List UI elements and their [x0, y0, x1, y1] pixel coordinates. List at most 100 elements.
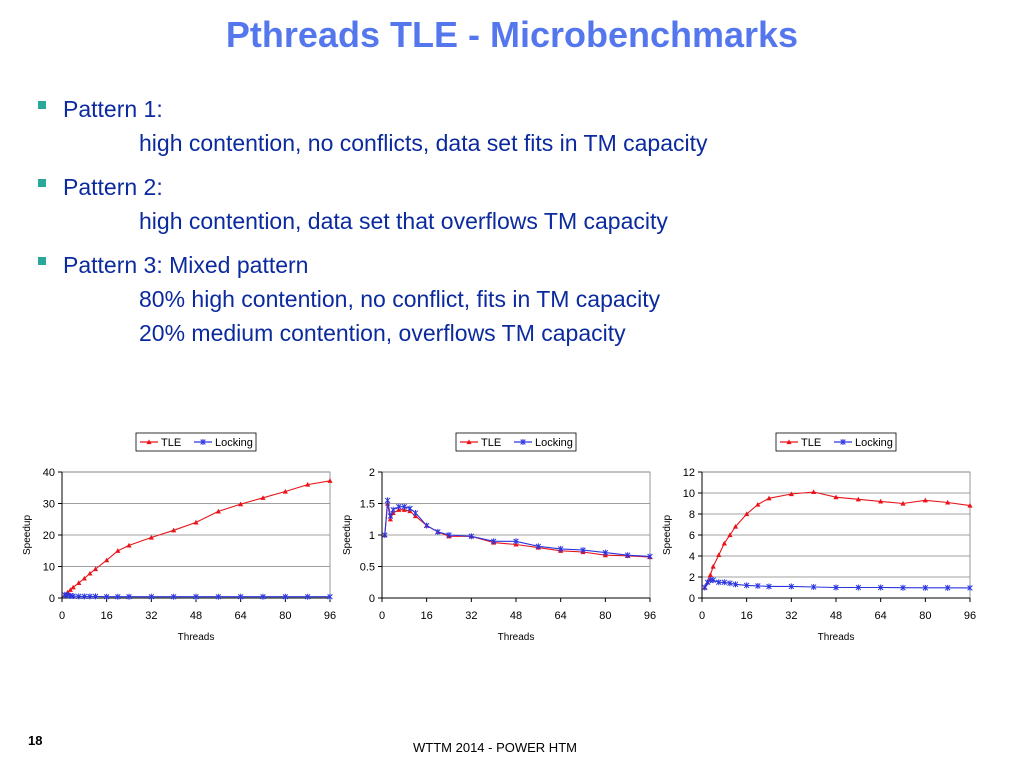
- data-point: [282, 593, 289, 600]
- data-point: [384, 497, 391, 504]
- data-point: [732, 524, 739, 529]
- data-point: [945, 499, 951, 505]
- series-tle: [62, 478, 333, 597]
- data-point: [811, 489, 817, 495]
- y-tick-label: 10: [683, 488, 695, 500]
- data-point: [115, 593, 121, 600]
- bullet-heading: Pattern 3: Mixed pattern: [63, 252, 309, 278]
- x-tick-label: 0: [379, 610, 385, 622]
- data-point: [710, 563, 716, 569]
- data-point: [260, 495, 266, 500]
- series-line: [704, 491, 971, 588]
- y-tick-label: 6: [689, 530, 695, 542]
- data-point: [715, 579, 722, 586]
- chart-3-svg: 0 2 4 6 8 10 12 0 16 32 48 64 80 96 Threads Speedup TLE L…: [662, 432, 976, 643]
- bullet-detail: 80% high contention, no conflict, fits i…: [139, 286, 661, 312]
- data-point: [833, 494, 839, 500]
- data-point: [468, 533, 475, 540]
- data-point: [215, 508, 221, 514]
- data-point: [395, 503, 402, 510]
- slide-number: 18: [28, 733, 43, 748]
- x-tick-label: 16: [101, 610, 113, 622]
- slide-title: Pthreads TLE - Microbenchmarks: [225, 14, 799, 55]
- bullet-detail: 20% medium contention, overflows TM capa…: [139, 320, 626, 346]
- bullet-pattern-2: Pattern 2: high contention, data set tha…: [38, 170, 998, 238]
- data-point: [327, 478, 333, 483]
- data-point: [327, 593, 333, 600]
- x-tick-label: 0: [699, 610, 705, 622]
- data-point: [967, 503, 973, 508]
- x-tick-label: 96: [324, 610, 336, 622]
- y-tick-label: 1.5: [360, 499, 375, 511]
- chart-legend: TLE Locking: [135, 432, 257, 452]
- x-tick-label: 80: [599, 610, 611, 622]
- data-point: [755, 501, 761, 507]
- data-point: [727, 580, 733, 587]
- data-point: [304, 593, 311, 600]
- data-point: [67, 587, 73, 592]
- data-point: [855, 496, 861, 502]
- bullet-list: Pattern 1: high contention, no conflicts…: [38, 92, 998, 360]
- data-point: [810, 583, 817, 590]
- y-tick-label: 2: [689, 572, 695, 584]
- data-point: [104, 557, 110, 563]
- legend-marker: [466, 439, 472, 445]
- y-tick-label: 30: [43, 499, 55, 511]
- data-point: [81, 575, 87, 581]
- x-tick-label: 48: [190, 610, 202, 622]
- data-point: [92, 566, 99, 572]
- y-tick-label: 0: [49, 593, 55, 605]
- data-point: [727, 532, 733, 538]
- data-point: [237, 593, 244, 600]
- data-point: [721, 579, 728, 586]
- series-line: [384, 503, 651, 558]
- data-point: [580, 547, 586, 554]
- legend-marker: [520, 439, 526, 445]
- chart-pattern-1: 0 10 20 30 40 0 16 32 48 64 80 96 Threads Speedup TLE L…: [14, 428, 344, 648]
- data-point: [732, 581, 739, 588]
- data-point: [922, 584, 929, 591]
- series-locking: [62, 591, 333, 600]
- x-tick-label: 64: [875, 610, 887, 622]
- x-tick-label: 16: [741, 610, 753, 622]
- y-tick-label: 20: [43, 530, 55, 542]
- data-point: [766, 495, 772, 501]
- data-point: [900, 500, 906, 506]
- y-tick-label: 0: [369, 593, 375, 605]
- data-point: [387, 513, 394, 520]
- series-line: [64, 594, 330, 598]
- data-point: [75, 593, 82, 600]
- legend-label: Locking: [535, 437, 573, 449]
- data-point: [755, 582, 761, 589]
- data-point: [238, 501, 244, 507]
- x-axis-label: Threads: [818, 632, 855, 643]
- square-bullet-icon: [38, 101, 46, 109]
- y-tick-label: 0.5: [360, 562, 375, 574]
- data-point: [766, 583, 772, 590]
- series-locking: [382, 497, 653, 560]
- legend-label: TLE: [161, 437, 181, 449]
- data-point: [833, 584, 839, 591]
- data-point: [193, 519, 199, 525]
- data-point: [513, 538, 519, 545]
- data-point: [76, 580, 82, 585]
- data-point: [704, 579, 711, 586]
- y-tick-label: 2: [369, 467, 375, 479]
- y-tick-label: 4: [689, 551, 695, 563]
- bullet-pattern-3: Pattern 3: Mixed pattern 80% high conten…: [38, 248, 998, 350]
- data-point: [944, 584, 951, 591]
- x-tick-label: 32: [145, 610, 157, 622]
- data-point: [401, 503, 408, 510]
- legend-marker: [786, 439, 792, 445]
- data-point: [407, 505, 413, 512]
- x-tick-label: 32: [465, 610, 477, 622]
- bullet-detail: high contention, no conflicts, data set …: [139, 130, 708, 156]
- bullet-detail: high contention, data set that overflows…: [139, 208, 668, 234]
- data-point: [878, 498, 884, 504]
- data-point: [535, 543, 542, 550]
- data-point: [103, 593, 110, 600]
- data-point: [193, 593, 199, 600]
- data-point: [148, 593, 155, 600]
- data-point: [282, 488, 288, 494]
- x-tick-label: 96: [964, 610, 976, 622]
